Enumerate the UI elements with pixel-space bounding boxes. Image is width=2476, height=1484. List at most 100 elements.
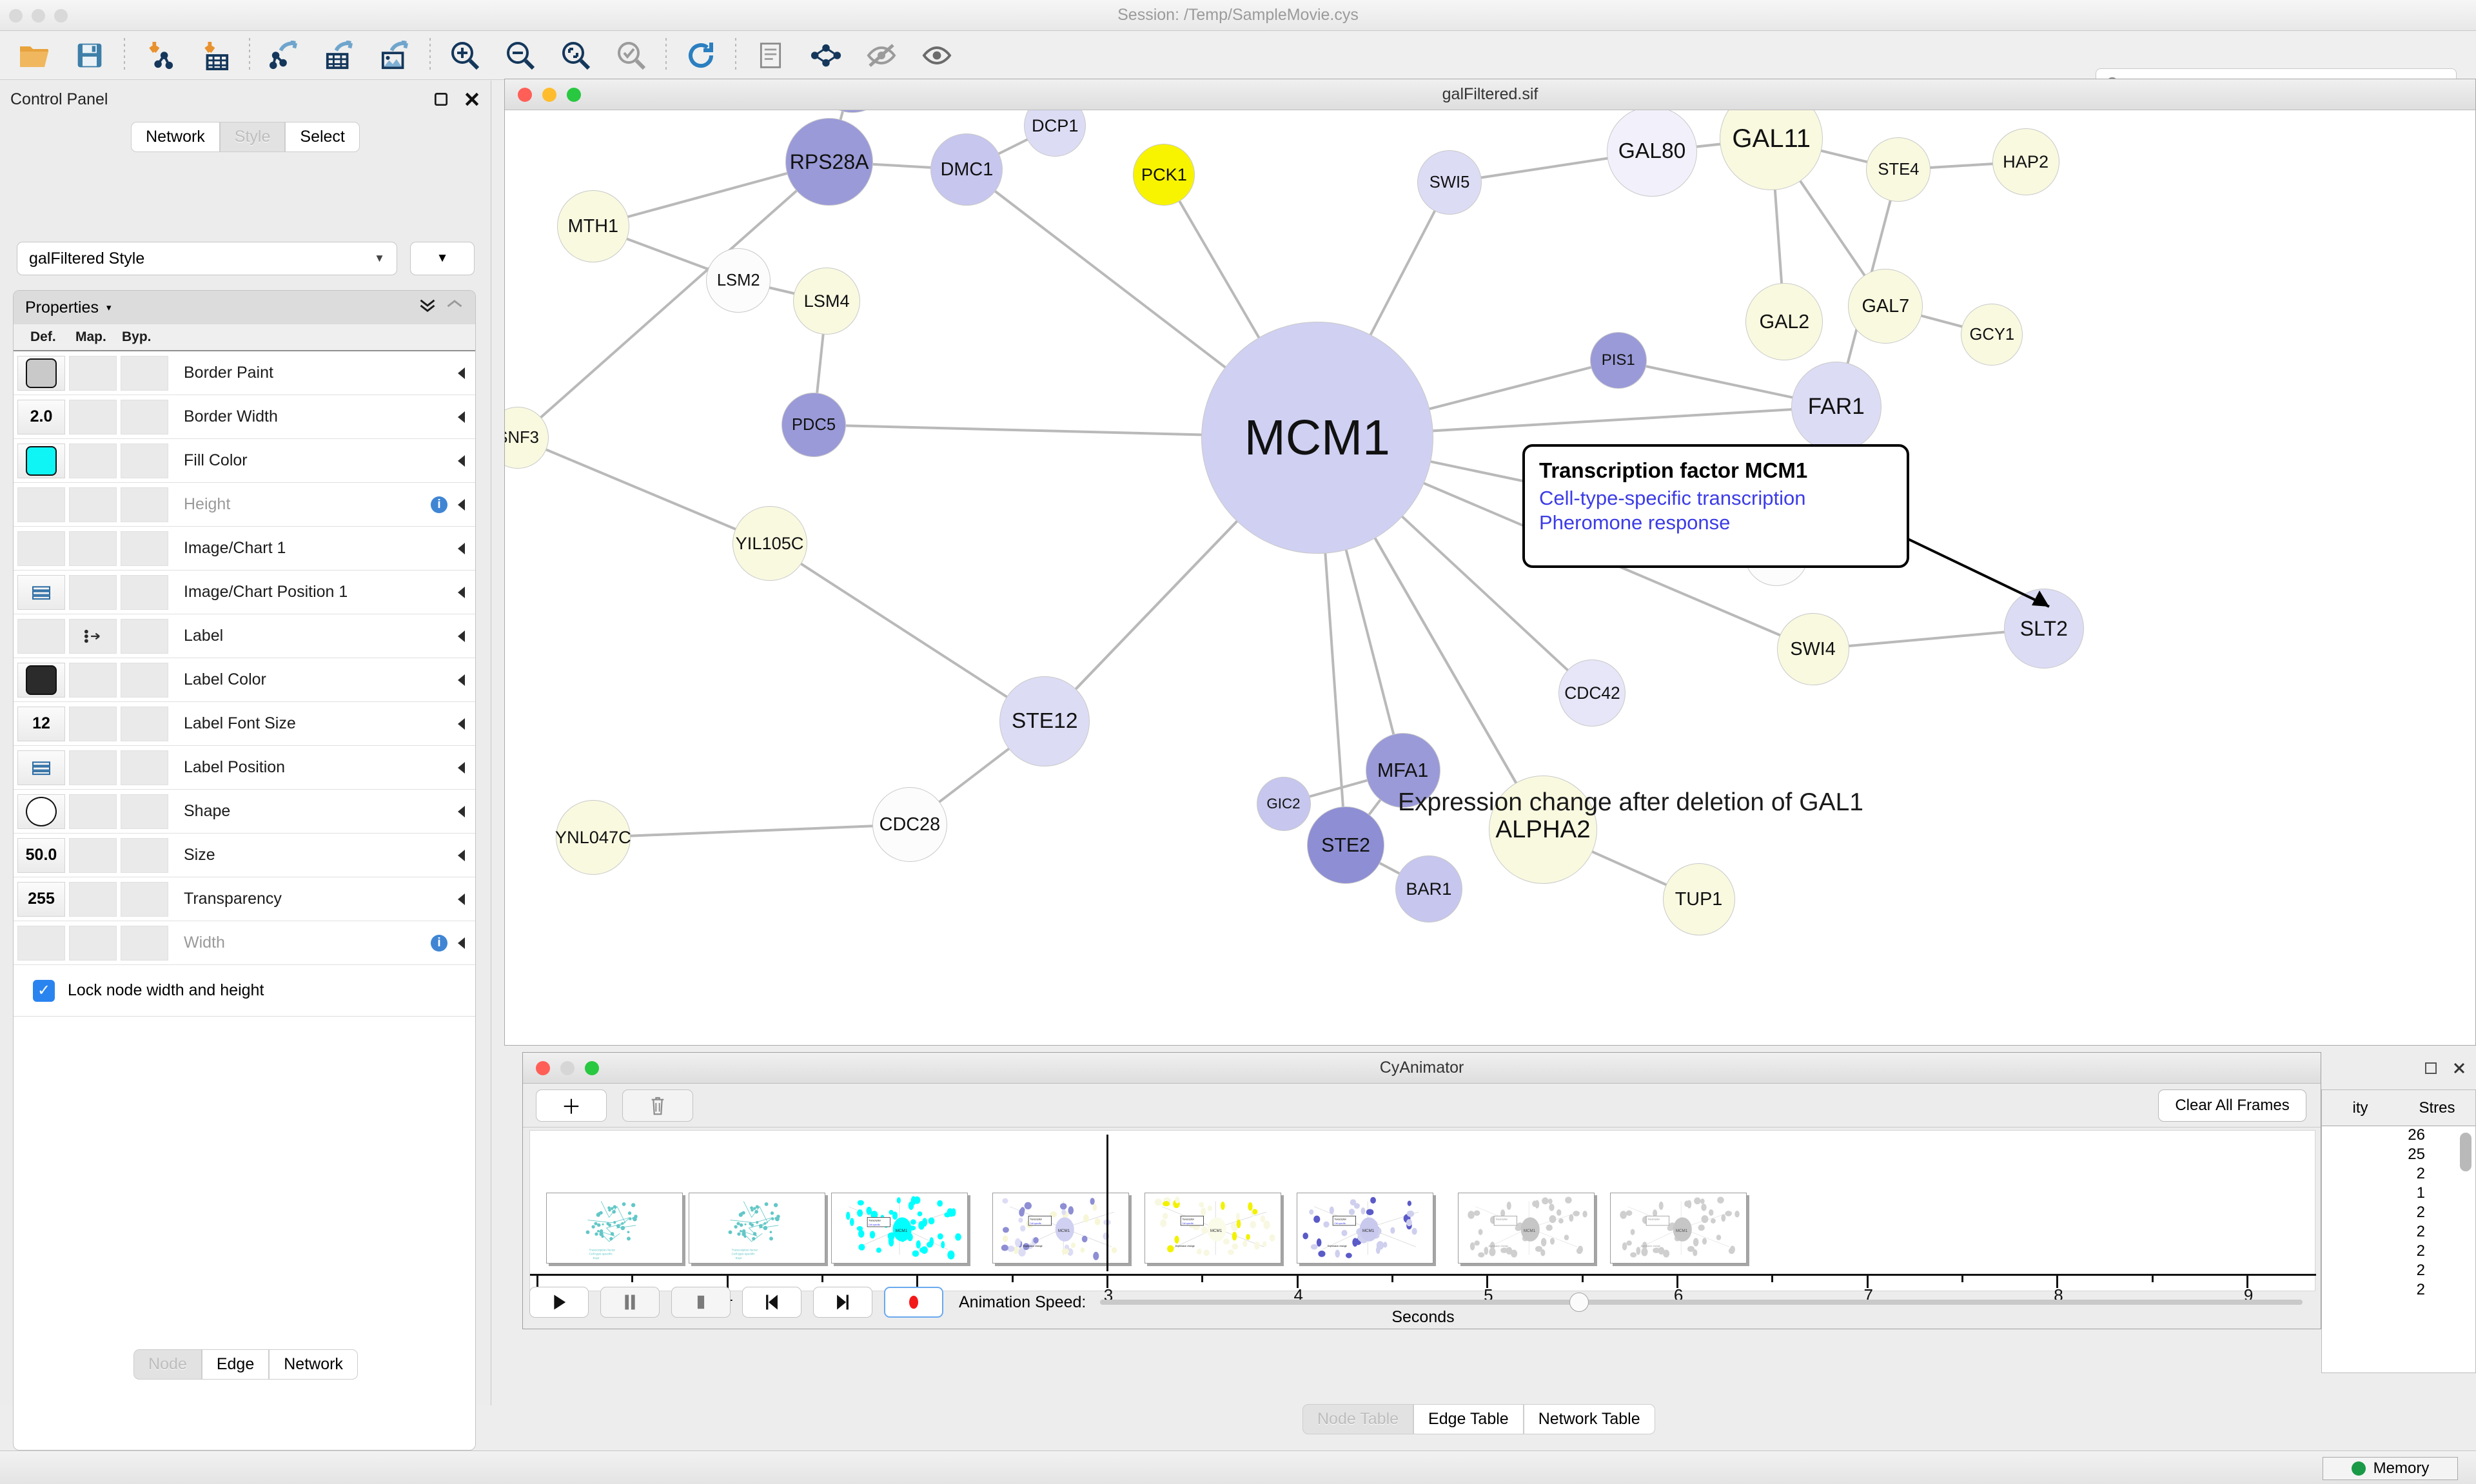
add-frame-button[interactable]: ＋ <box>536 1089 607 1122</box>
property-mapping-cell[interactable] <box>69 619 117 654</box>
timeline-frame[interactable]: MCM1 Transcription Expression change <box>1610 1193 1747 1264</box>
chevron-right-icon[interactable] <box>458 674 465 686</box>
network-node[interactable]: RPS28A <box>785 118 873 206</box>
property-mapping-cell[interactable] <box>69 444 117 478</box>
property-bypass-cell[interactable] <box>121 531 168 566</box>
network-window-traffic-lights[interactable] <box>518 88 581 102</box>
property-row[interactable]: Label Position <box>14 746 475 790</box>
window-traffic-lights[interactable] <box>9 9 68 23</box>
network-node[interactable]: TUP1 <box>1663 863 1735 935</box>
chevron-right-icon[interactable] <box>458 850 465 861</box>
network-canvas[interactable]: RPS28BDCP1RPS28ADMC1PCK1SWI5GAL80GAL11ST… <box>505 110 2475 1045</box>
property-mapping-cell[interactable] <box>69 575 117 610</box>
network-node[interactable]: GAL7 <box>1848 269 1923 344</box>
tab-node[interactable]: Node <box>133 1349 202 1380</box>
timeline-frame[interactable]: MCM1 Transcription Cell-specific Expression… <box>1297 1193 1433 1264</box>
property-default-cell[interactable]: 12 <box>17 707 65 741</box>
network-node[interactable]: LSM2 <box>706 248 771 313</box>
fit-selected-icon[interactable] <box>604 33 659 78</box>
property-row[interactable]: Border Paint <box>14 351 475 395</box>
memory-status-button[interactable]: Memory <box>2323 1457 2458 1480</box>
property-row[interactable]: Width i <box>14 921 475 965</box>
network-node[interactable]: DMC1 <box>930 133 1003 206</box>
network-node[interactable]: GIC2 <box>1257 777 1311 831</box>
expand-all-icon[interactable] <box>446 298 464 317</box>
first-frame-button[interactable] <box>742 1287 801 1318</box>
timeline-frame[interactable]: Transcription factor Cell-type-specific Ex… <box>689 1193 825 1264</box>
property-row[interactable]: Fill Color <box>14 439 475 483</box>
network-node[interactable]: PIS1 <box>1590 332 1647 389</box>
open-folder-icon[interactable] <box>6 33 62 78</box>
network-node[interactable]: GCY1 <box>1961 304 2023 366</box>
tab-network-table[interactable]: Network Table <box>1524 1404 1655 1434</box>
property-default-cell[interactable] <box>17 356 65 391</box>
lock-node-size-row[interactable]: ✓ Lock node width and height <box>14 965 475 1017</box>
close-window-dot[interactable] <box>9 9 23 23</box>
property-bypass-cell[interactable] <box>121 926 168 961</box>
network-maximize-dot[interactable] <box>567 88 581 102</box>
chevron-right-icon[interactable] <box>458 937 465 949</box>
last-frame-button[interactable] <box>813 1287 872 1318</box>
property-bypass-cell[interactable] <box>121 707 168 741</box>
chevron-right-icon[interactable] <box>458 893 465 905</box>
chevron-right-icon[interactable] <box>458 587 465 598</box>
property-row[interactable]: Label Color <box>14 658 475 702</box>
chevron-right-icon[interactable] <box>458 806 465 817</box>
property-row[interactable]: Image/Chart 1 <box>14 527 475 571</box>
data-table-scrollbar[interactable] <box>2460 1133 2471 1171</box>
style-options-menu-button[interactable]: ▼ <box>410 242 475 275</box>
pause-button[interactable] <box>600 1287 660 1318</box>
delete-frame-button[interactable] <box>622 1089 693 1122</box>
cyanimator-minimize-dot[interactable] <box>560 1061 575 1075</box>
chevron-right-icon[interactable] <box>458 367 465 379</box>
column-stress[interactable]: Stres <box>2399 1099 2475 1117</box>
property-mapping-cell[interactable] <box>69 794 117 829</box>
refresh-icon[interactable] <box>673 33 729 78</box>
info-icon[interactable]: i <box>431 935 447 952</box>
property-default-cell[interactable] <box>17 444 65 478</box>
network-node[interactable]: BAR1 <box>1395 855 1462 923</box>
network-node[interactable]: STE2 <box>1307 806 1384 884</box>
property-default-cell[interactable] <box>17 487 65 522</box>
clear-all-frames-button[interactable]: Clear All Frames <box>2158 1089 2306 1122</box>
chevron-right-icon[interactable] <box>458 543 465 554</box>
cyanimator-traffic-lights[interactable] <box>536 1061 599 1075</box>
property-mapping-cell[interactable] <box>69 487 117 522</box>
record-button[interactable] <box>884 1287 943 1318</box>
save-icon[interactable] <box>62 33 117 78</box>
timeline-frame[interactable]: MCM1 Transcription Cell-specific Expression… <box>992 1193 1129 1264</box>
timeline-frame[interactable]: MCM1 Transcription Cell-specific Expression… <box>1145 1193 1281 1264</box>
table-row[interactable]: 26 <box>2322 1126 2475 1146</box>
property-mapping-cell[interactable] <box>69 400 117 434</box>
timeline-frame[interactable]: Transcription factor Cell-type-specific Ex… <box>546 1193 683 1264</box>
play-button[interactable] <box>529 1287 589 1318</box>
timeline-frame[interactable]: MCM1 Transcription Cell-specific <box>831 1193 968 1264</box>
network-node[interactable]: GAL2 <box>1745 283 1823 360</box>
network-node[interactable]: YIL105C <box>732 506 807 581</box>
chevron-right-icon[interactable] <box>458 762 465 774</box>
network-node[interactable]: GAL80 <box>1607 110 1697 197</box>
column-centrality[interactable]: ity <box>2322 1099 2399 1117</box>
zoom-out-icon[interactable] <box>493 33 548 78</box>
table-panel-window-buttons[interactable] <box>2423 1060 2467 1079</box>
table-row[interactable]: 1 <box>2322 1184 2475 1204</box>
network-node[interactable]: LSM4 <box>793 268 860 335</box>
property-bypass-cell[interactable] <box>121 575 168 610</box>
property-default-cell[interactable]: 2.0 <box>17 400 65 434</box>
network-node[interactable]: MTH1 <box>557 190 629 262</box>
network-node[interactable]: CDC28 <box>872 787 947 862</box>
hide-selected-icon[interactable] <box>854 33 909 78</box>
network-node[interactable]: FAR1 <box>1791 362 1882 452</box>
table-row[interactable]: 2 <box>2322 1242 2475 1262</box>
tab-network-style[interactable]: Network <box>269 1349 358 1380</box>
tab-network[interactable]: Network <box>131 122 220 152</box>
property-bypass-cell[interactable] <box>121 619 168 654</box>
network-edge[interactable] <box>593 825 910 837</box>
property-row[interactable]: 255 Transparency <box>14 877 475 921</box>
property-default-cell[interactable] <box>17 750 65 785</box>
property-mapping-cell[interactable] <box>69 926 117 961</box>
animation-speed-knob[interactable] <box>1569 1293 1589 1312</box>
lock-node-size-checkbox[interactable]: ✓ <box>33 980 55 1002</box>
table-row[interactable]: 2 <box>2322 1165 2475 1184</box>
new-network-icon[interactable] <box>743 33 798 78</box>
